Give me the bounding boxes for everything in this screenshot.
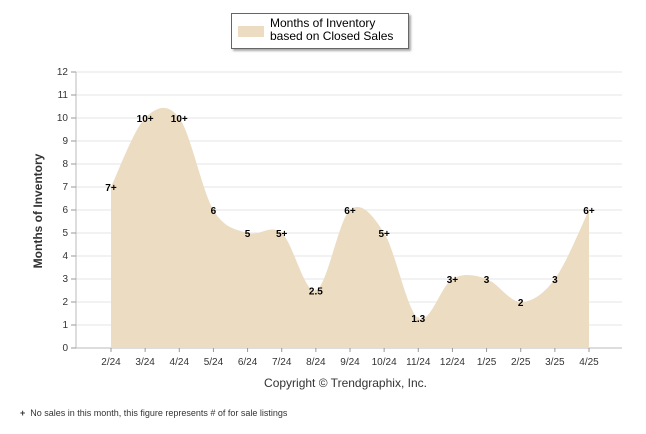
data-point <box>553 278 556 280</box>
y-tick-label: 3 <box>62 274 68 285</box>
x-tick-label: 6/24 <box>238 357 258 368</box>
x-tick-label: 9/24 <box>340 357 360 368</box>
x-tick-label: 12/24 <box>440 357 465 368</box>
x-axis-ticks: 2/24 3/24 4/24 5/24 6/24 7/24 8/24 9/24 10/24 11/… <box>101 348 599 368</box>
x-tick-label: 2/25 <box>511 357 531 368</box>
data-label: 5+ <box>276 229 288 240</box>
y-tick-label: 11 <box>58 90 69 101</box>
data-point <box>349 209 351 211</box>
data-point <box>246 232 249 234</box>
data-point <box>280 232 283 234</box>
data-label: 10+ <box>171 114 188 125</box>
x-tick-label: 5/24 <box>204 357 224 368</box>
footnote-mark: + <box>20 408 26 418</box>
y-tick-label: 1 <box>62 320 68 331</box>
x-tick-label: 11/24 <box>406 357 431 368</box>
data-label: 6 <box>211 206 217 217</box>
footnote-text: No sales in this month, this figure repr… <box>30 408 288 418</box>
data-label: 3 <box>484 275 490 286</box>
data-label: 6+ <box>344 206 356 217</box>
data-point <box>383 232 386 234</box>
x-tick-label: 3/25 <box>545 357 565 368</box>
data-labels: 7+ 10+ 10+ 6 5 5+ 2.5 6+ 5+ 1.3 3+ 3 2 3 6+ <box>105 114 595 325</box>
x-tick-label: 8/24 <box>306 357 326 368</box>
data-point <box>110 186 112 188</box>
data-point <box>314 289 317 292</box>
data-point <box>417 317 420 320</box>
data-label: 3 <box>552 275 558 286</box>
x-tick-label: 3/24 <box>135 357 155 368</box>
y-tick-label: 4 <box>62 251 68 262</box>
y-tick-label: 5 <box>62 228 68 239</box>
x-tick-label: 4/25 <box>579 357 599 368</box>
legend-label: Months of Inventory based on Closed Sale… <box>270 16 394 43</box>
area-series <box>110 107 590 348</box>
y-axis-label: Months of Inventory <box>31 153 45 268</box>
copyright-text: Copyright © Trendgraphix, Inc. <box>264 376 427 390</box>
data-point <box>519 301 522 303</box>
data-label: 2.5 <box>309 287 323 298</box>
x-tick-label: 7/24 <box>272 357 292 368</box>
y-tick-label: 7 <box>62 182 68 193</box>
legend-swatch <box>238 26 264 37</box>
x-tick-label: 10/24 <box>372 357 397 368</box>
data-label: 6+ <box>583 206 595 217</box>
data-label: 5+ <box>378 229 390 240</box>
y-tick-label: 8 <box>62 159 68 170</box>
data-point <box>212 209 215 211</box>
y-tick-label: 6 <box>62 205 68 216</box>
data-point <box>485 278 488 280</box>
data-point <box>178 117 181 119</box>
data-label: 1.3 <box>411 314 425 325</box>
data-point <box>588 209 590 211</box>
y-tick-label: 0 <box>62 343 68 354</box>
x-tick-label: 4/24 <box>170 357 190 368</box>
data-label: 10+ <box>137 114 154 125</box>
legend: Months of Inventory based on Closed Sale… <box>231 13 409 49</box>
x-tick-label: 2/24 <box>101 357 121 368</box>
area-fill <box>111 107 589 348</box>
data-point <box>144 117 147 119</box>
data-label: 3+ <box>447 275 459 286</box>
y-tick-label: 10 <box>57 113 69 124</box>
footnote: + No sales in this month, this figure rep… <box>20 408 287 418</box>
y-tick-label: 9 <box>62 136 68 147</box>
x-tick-label: 1/25 <box>477 357 497 368</box>
y-tick-label: 12 <box>57 67 69 78</box>
data-label: 5 <box>245 229 251 240</box>
data-label: 2 <box>518 298 524 309</box>
copyright: Copyright © Trendgraphix, Inc. <box>0 376 646 390</box>
data-label: 7+ <box>105 183 117 194</box>
y-tick-label: 2 <box>62 297 68 308</box>
data-point <box>451 278 454 280</box>
